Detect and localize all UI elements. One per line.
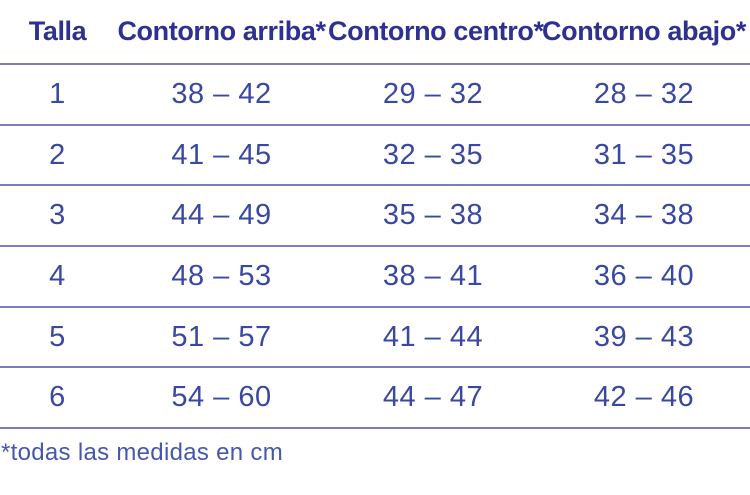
cell-contorno-arriba: 48 – 53 bbox=[115, 245, 328, 307]
column-header-contorno-centro: Contorno centro* bbox=[328, 16, 544, 46]
cell-talla: 2 bbox=[0, 123, 115, 186]
cell-talla: 5 bbox=[0, 305, 115, 368]
table-row: 1 38 – 42 29 – 32 28 – 32 bbox=[0, 63, 750, 125]
table-row: 6 54 – 60 44 – 47 42 – 46 bbox=[0, 366, 750, 430]
size-table: Talla Contorno arriba* Contorno centro* … bbox=[0, 0, 750, 430]
cell-contorno-centro: 35 – 38 bbox=[328, 184, 538, 247]
cell-contorno-centro: 44 – 47 bbox=[328, 366, 538, 430]
cell-contorno-arriba: 38 – 42 bbox=[115, 63, 328, 125]
cell-contorno-centro: 38 – 41 bbox=[328, 245, 538, 307]
cell-contorno-centro: 32 – 35 bbox=[328, 123, 538, 186]
cell-contorno-abajo: 42 – 46 bbox=[538, 366, 750, 430]
table-row: 3 44 – 49 35 – 38 34 – 38 bbox=[0, 184, 750, 247]
cell-contorno-centro: 29 – 32 bbox=[328, 63, 538, 125]
table-row: 5 51 – 57 41 – 44 39 – 43 bbox=[0, 305, 750, 368]
cell-contorno-abajo: 39 – 43 bbox=[538, 305, 750, 368]
footnote: *todas las medidas en cm bbox=[1, 439, 284, 467]
cell-contorno-abajo: 31 – 35 bbox=[538, 123, 750, 186]
cell-contorno-abajo: 36 – 40 bbox=[538, 245, 750, 307]
cell-contorno-arriba: 41 – 45 bbox=[115, 123, 328, 186]
column-header-contorno-abajo: Contorno abajo* bbox=[542, 16, 746, 46]
cell-talla: 1 bbox=[0, 63, 115, 125]
cell-talla: 4 bbox=[0, 245, 115, 307]
table-row: 2 41 – 45 32 – 35 31 – 35 bbox=[0, 123, 750, 186]
table-header-row: Talla Contorno arriba* Contorno centro* … bbox=[0, 0, 750, 64]
cell-contorno-abajo: 34 – 38 bbox=[538, 184, 750, 247]
cell-contorno-centro: 41 – 44 bbox=[328, 305, 538, 368]
cell-talla: 3 bbox=[0, 184, 115, 247]
column-header-talla: Talla bbox=[28, 16, 87, 46]
cell-contorno-arriba: 51 – 57 bbox=[115, 305, 328, 368]
column-header-contorno-arriba: Contorno arriba* bbox=[117, 16, 326, 46]
cell-talla: 6 bbox=[0, 366, 115, 430]
table-row: 4 48 – 53 38 – 41 36 – 40 bbox=[0, 245, 750, 307]
cell-contorno-abajo: 28 – 32 bbox=[538, 63, 750, 125]
cell-contorno-arriba: 54 – 60 bbox=[115, 366, 328, 430]
cell-contorno-arriba: 44 – 49 bbox=[115, 184, 328, 247]
